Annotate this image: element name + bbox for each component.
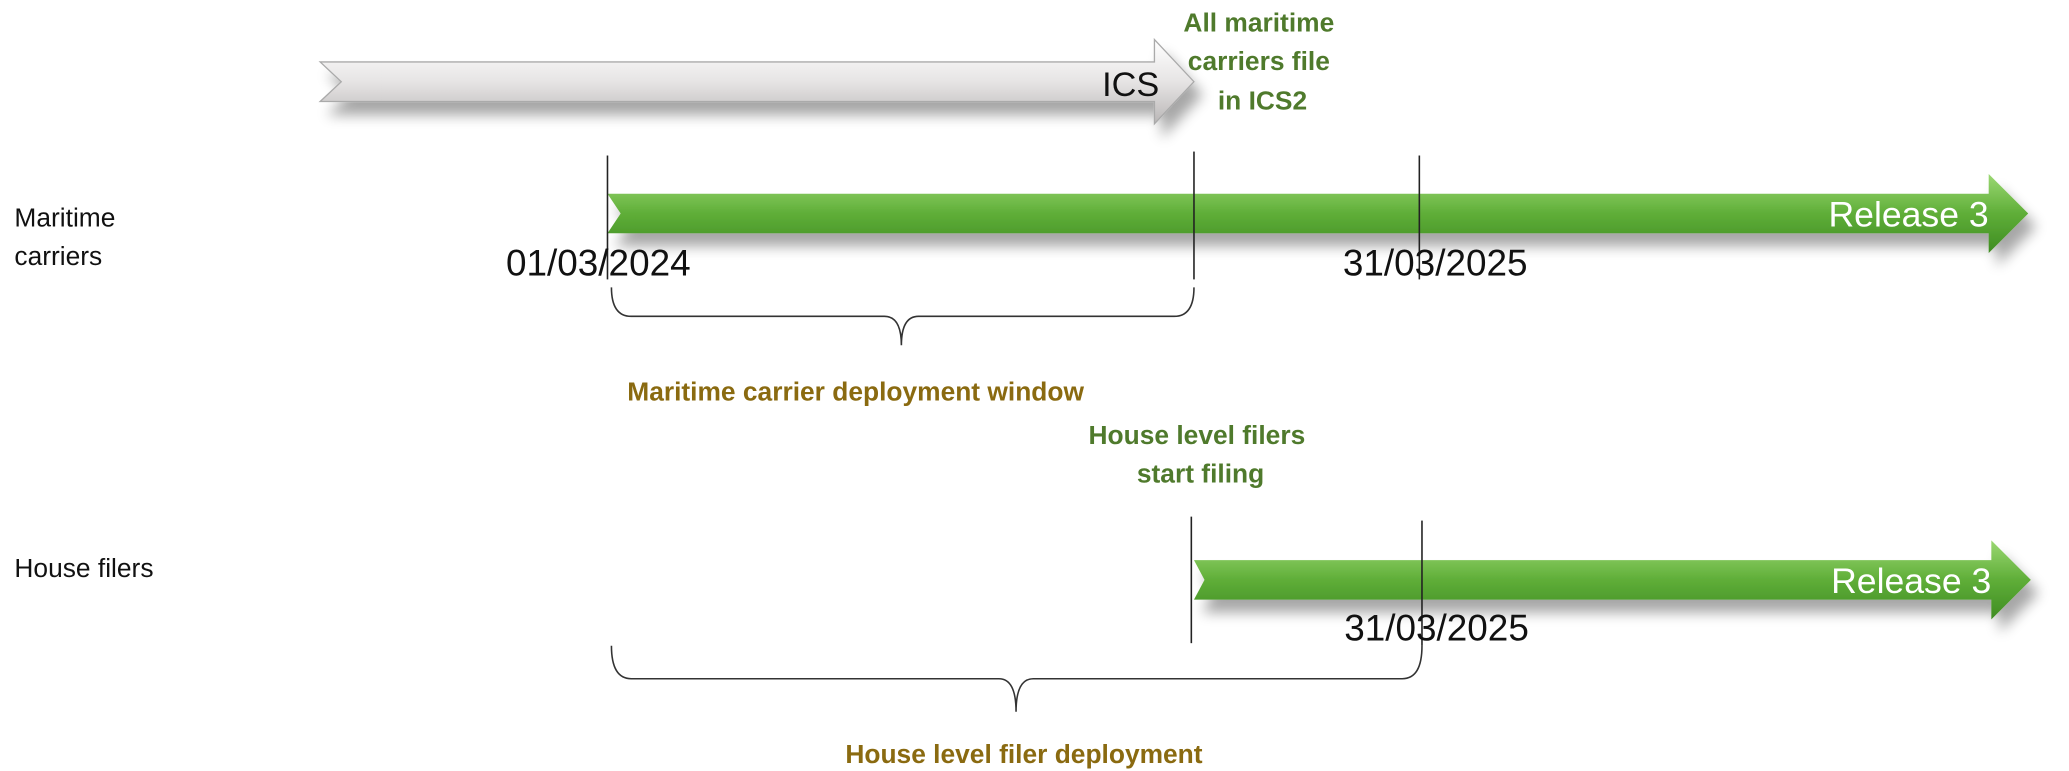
release-label: Release 3 [1831,561,1991,601]
label-line: carriers [14,241,102,271]
note-line: House level filers [1089,420,1306,450]
note-line: All maritime [1183,8,1334,38]
release-arrow [607,173,2029,254]
end-date: 31/03/2025 [1343,242,1528,283]
ics2-note: All maritime carriers file in ICS2 [1183,8,1341,116]
start-date: 01/03/2024 [506,242,691,283]
window-label: Maritime carrier deployment window [627,377,1084,407]
window-label: House level filer deployment [845,739,1202,769]
label-line: House filers [14,553,153,583]
note-line: in ICS2 [1218,85,1307,115]
note-line: start filing [1137,458,1264,488]
row-label: House filers [14,553,153,583]
ics-arrow [318,37,1195,126]
ics-label: ICS [1102,66,1159,104]
release-label: Release 3 [1828,195,1988,235]
row-label: Maritime carriers [14,203,122,271]
brace [610,287,1195,346]
house-note: House level filers start filing [1089,420,1313,488]
note-line: carriers file [1188,46,1330,76]
end-date: 31/03/2025 [1344,608,1529,649]
label-line: Maritime [14,203,115,233]
brace [610,645,1423,712]
